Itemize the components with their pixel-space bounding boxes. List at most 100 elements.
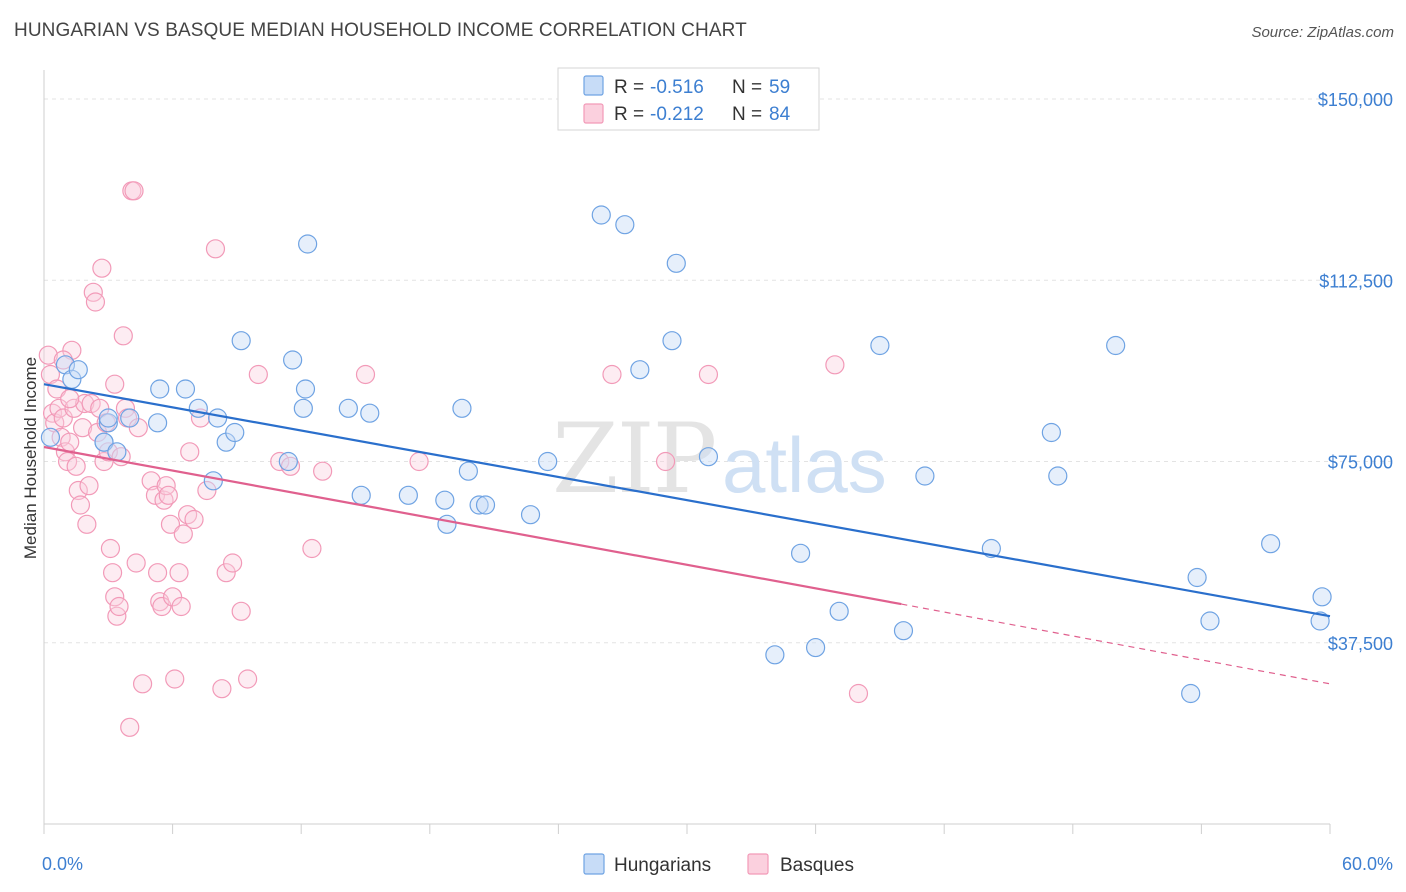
basques-point-42 bbox=[132, 674, 153, 694]
hungarians-point-29 bbox=[452, 398, 472, 418]
basques-point-13 bbox=[66, 456, 86, 476]
basques-point-28 bbox=[100, 538, 121, 559]
hungarians-point-21 bbox=[298, 234, 318, 254]
basques-point-62 bbox=[205, 239, 226, 259]
hungarians-point-10 bbox=[147, 413, 168, 433]
x-tick-label-min: 0.0% bbox=[42, 854, 83, 874]
chart-title: HUNGARIAN VS BASQUE MEDIAN HOUSEHOLD INC… bbox=[14, 20, 747, 41]
hungarians-point-31 bbox=[469, 495, 489, 515]
basques-point-77 bbox=[698, 364, 719, 385]
y-tick-label-2: $112,500 bbox=[1319, 271, 1393, 291]
legend-swatch-hungarians-bottom bbox=[583, 853, 605, 875]
basques-point-72 bbox=[313, 461, 333, 481]
hungarians-point-28 bbox=[437, 514, 457, 534]
hungarians-point-32 bbox=[475, 495, 496, 515]
basques-point-78 bbox=[848, 683, 869, 704]
legend-r-value-1: -0.516 bbox=[650, 77, 704, 98]
hungarians-trend-line bbox=[43, 383, 1331, 618]
basques-point-81 bbox=[53, 350, 73, 370]
basques-point-47 bbox=[152, 596, 172, 617]
basques-point-51 bbox=[160, 514, 181, 534]
basques-point-83 bbox=[105, 374, 125, 394]
basques-point-40 bbox=[126, 553, 146, 573]
hungarians-point-26 bbox=[398, 485, 418, 505]
hungarians-point-40 bbox=[765, 645, 785, 665]
hungarians-point-11 bbox=[150, 379, 170, 399]
hungarians-point-24 bbox=[338, 398, 358, 418]
grid-lines bbox=[44, 98, 1395, 644]
x-tick-labels: 0.0% 60.0% bbox=[42, 854, 1393, 874]
hungarians-point-27 bbox=[435, 490, 455, 510]
basques-point-55 bbox=[171, 596, 191, 617]
hungarians-point-46 bbox=[981, 538, 1001, 559]
legend-r-label-2: R = bbox=[614, 104, 644, 125]
hungarians-point-18 bbox=[231, 331, 251, 351]
legend-r-label-1: R = bbox=[614, 77, 644, 98]
basques-point-68 bbox=[248, 364, 268, 385]
hungarians-point-3 bbox=[68, 360, 88, 380]
legend-n-label-2: N = bbox=[732, 104, 762, 125]
hungarians-point-52 bbox=[1200, 611, 1220, 631]
hungarians-point-12 bbox=[175, 379, 196, 399]
basques-point-53 bbox=[165, 669, 185, 689]
basques-point-32 bbox=[109, 596, 129, 617]
y-tick-label-3: $150,000 bbox=[1318, 90, 1393, 110]
watermark-zip: ZIP bbox=[552, 403, 715, 515]
hungarians-point-58 bbox=[893, 621, 914, 641]
basques-trend-line bbox=[43, 445, 902, 606]
hungarians-point-36 bbox=[630, 360, 650, 380]
hungarians-point-20 bbox=[283, 350, 303, 370]
hungarians-point-56 bbox=[662, 331, 682, 351]
legend-label-hungarians: Hungarians bbox=[614, 855, 711, 876]
hungarians-point-42 bbox=[805, 637, 826, 658]
basques-point-10 bbox=[60, 432, 80, 452]
basques-point-54 bbox=[169, 563, 189, 583]
y-axis-label: Median Household Income bbox=[21, 357, 40, 559]
basques-point-43 bbox=[141, 471, 161, 491]
basques-point-17 bbox=[75, 393, 95, 414]
basques-point-82 bbox=[79, 476, 99, 496]
legend-label-basques: Basques bbox=[780, 855, 854, 876]
hungarians-point-44 bbox=[870, 335, 890, 356]
hungarians-point-54 bbox=[1312, 587, 1332, 607]
basques-point-63 bbox=[212, 679, 232, 699]
hungarians-point-53 bbox=[1261, 534, 1281, 554]
y-tick-label-0: $37,500 bbox=[1328, 634, 1393, 654]
hungarians-point-35 bbox=[591, 205, 611, 225]
hungarians-point-39 bbox=[698, 447, 719, 467]
watermark: ZIP atlas bbox=[552, 403, 887, 515]
hungarians-point-33 bbox=[520, 505, 541, 525]
hungarians-point-7 bbox=[98, 408, 118, 428]
hungarians-point-30 bbox=[458, 461, 478, 481]
legend-swatch-basques-bottom bbox=[747, 853, 769, 875]
hungarians-point-22 bbox=[295, 379, 316, 399]
x-tick-label-max: 60.0% bbox=[1342, 854, 1393, 874]
series-legend: Hungarians Basques bbox=[583, 853, 854, 876]
hungarians-point-9 bbox=[120, 408, 140, 428]
hungarians-point-43 bbox=[829, 601, 849, 621]
correlation-legend: R = -0.516 N = 59 R = -0.212 N = 84 bbox=[557, 67, 820, 131]
y-tick-label-1: $75,000 bbox=[1328, 453, 1393, 473]
hungarians-point-37 bbox=[615, 215, 635, 235]
hungarians-point-45 bbox=[915, 466, 935, 486]
basques-point-56 bbox=[173, 524, 193, 544]
legend-r-value-2: -0.212 bbox=[650, 104, 704, 125]
basques-point-58 bbox=[180, 442, 200, 462]
trend-lines bbox=[43, 383, 1331, 685]
basques-point-37 bbox=[120, 717, 140, 737]
source-credit: Source: ZipAtlas.com bbox=[1251, 24, 1394, 41]
basques-point-65 bbox=[223, 553, 243, 573]
hungarians-point-14 bbox=[208, 408, 228, 428]
basques-point-73 bbox=[355, 364, 376, 385]
hungarians-point-57 bbox=[360, 403, 380, 423]
watermark-atlas: atlas bbox=[722, 421, 887, 509]
basques-point-7 bbox=[53, 408, 73, 428]
hungarians-point-49 bbox=[1106, 335, 1126, 356]
hungarians-point-23 bbox=[293, 398, 313, 418]
hungarians-point-51 bbox=[1187, 567, 1207, 588]
basques-point-76 bbox=[655, 451, 676, 472]
hungarians-point-6 bbox=[98, 413, 118, 433]
basques-point-70 bbox=[280, 456, 301, 476]
basques-point-16 bbox=[72, 418, 93, 438]
